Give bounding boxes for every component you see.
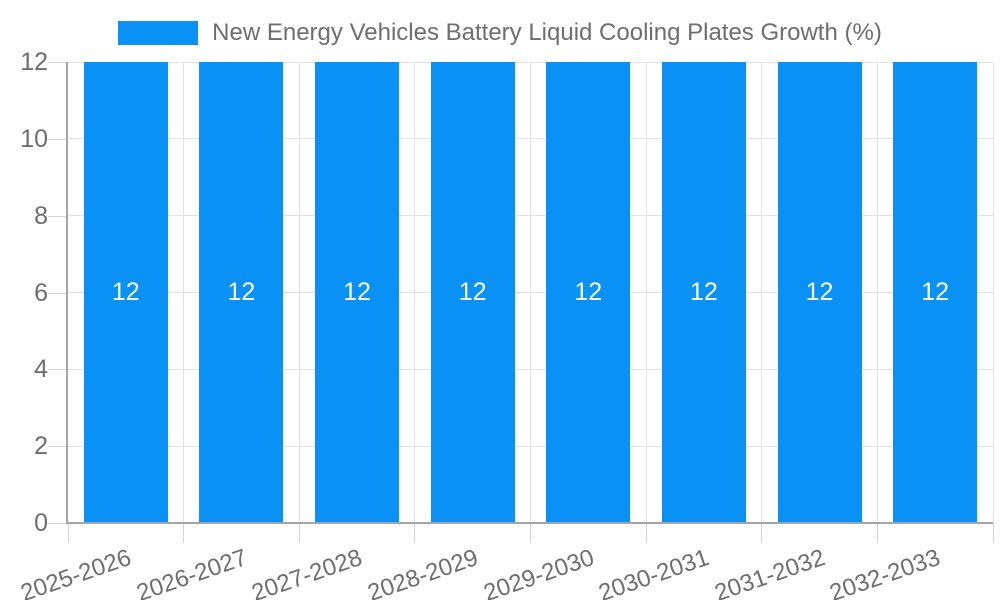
y-tick-mark <box>48 215 68 217</box>
x-tick-label: 2028-2029 <box>364 544 482 600</box>
vertical-gridline <box>298 62 300 523</box>
x-tick-mark <box>761 523 763 543</box>
gridlines-layer <box>68 61 994 523</box>
x-axis-line <box>66 522 993 524</box>
bar-value-label: 12 <box>343 278 371 306</box>
x-tick-label: 2029-2030 <box>479 544 598 600</box>
x-tick-mark <box>645 523 647 543</box>
y-tick-mark <box>48 369 68 371</box>
x-tick-label: 2025-2026 <box>17 544 135 600</box>
chart-legend[interactable]: New Energy Vehicles Battery Liquid Cooli… <box>0 19 1000 47</box>
vertical-gridline <box>761 62 763 523</box>
x-tick-mark <box>530 523 531 543</box>
bar-value-label: 12 <box>690 278 718 306</box>
x-tick-mark <box>298 523 300 543</box>
bar[interactable]: 12 <box>546 62 631 523</box>
vertical-gridline <box>876 62 878 523</box>
bar-value-label: 12 <box>227 278 256 306</box>
bar-value-label: 12 <box>111 278 140 306</box>
x-tick-label: 2027-2028 <box>248 544 366 600</box>
bar[interactable]: 12 <box>199 62 284 523</box>
legend-label: New Energy Vehicles Battery Liquid Cooli… <box>212 19 882 46</box>
x-tick-mark <box>414 523 416 543</box>
legend-swatch <box>118 21 199 45</box>
x-tick-label: 2032-2033 <box>826 544 944 600</box>
vertical-gridline <box>992 62 994 523</box>
y-tick-label: 2 <box>34 432 48 461</box>
y-tick-label: 0 <box>34 509 48 537</box>
bar-value-label: 12 <box>805 278 834 306</box>
plot-area: 12 12 12 12 12 12 12 12 <box>68 61 994 523</box>
y-tick-mark <box>48 523 68 524</box>
vertical-gridline <box>414 62 416 523</box>
x-tick-label: 2031-2032 <box>711 544 829 600</box>
x-tick-mark <box>183 523 185 543</box>
bars-layer: 12 12 12 12 12 12 12 12 <box>68 62 993 523</box>
bar[interactable]: 12 <box>777 62 862 523</box>
bar-value-label: 12 <box>574 278 603 306</box>
y-axis-line <box>66 62 68 523</box>
y-tick-label: 10 <box>20 124 48 153</box>
vertical-gridline <box>645 62 647 523</box>
bar[interactable]: 12 <box>315 62 400 523</box>
y-tick-mark <box>48 62 68 63</box>
y-tick-label: 8 <box>34 201 48 230</box>
y-tick-mark <box>48 292 68 294</box>
bar[interactable]: 12 <box>661 62 746 523</box>
y-tick-label: 4 <box>34 355 48 384</box>
y-tick-label: 6 <box>34 278 48 307</box>
y-tick-mark <box>48 446 68 448</box>
x-tick-label: 2030-2031 <box>595 544 713 600</box>
x-tick-mark <box>992 523 994 543</box>
bar-value-label: 12 <box>458 278 487 306</box>
bar[interactable]: 12 <box>893 62 978 523</box>
bar[interactable]: 12 <box>430 62 515 523</box>
bar[interactable]: 12 <box>83 62 168 523</box>
x-tick-label: 2026-2027 <box>132 544 251 600</box>
x-tick-mark <box>876 523 878 543</box>
vertical-gridline <box>530 62 531 523</box>
y-tick-mark <box>48 138 68 140</box>
vertical-gridline <box>183 62 185 523</box>
y-tick-label: 12 <box>20 48 48 76</box>
x-tick-mark <box>67 523 69 543</box>
bar-value-label: 12 <box>921 278 950 306</box>
